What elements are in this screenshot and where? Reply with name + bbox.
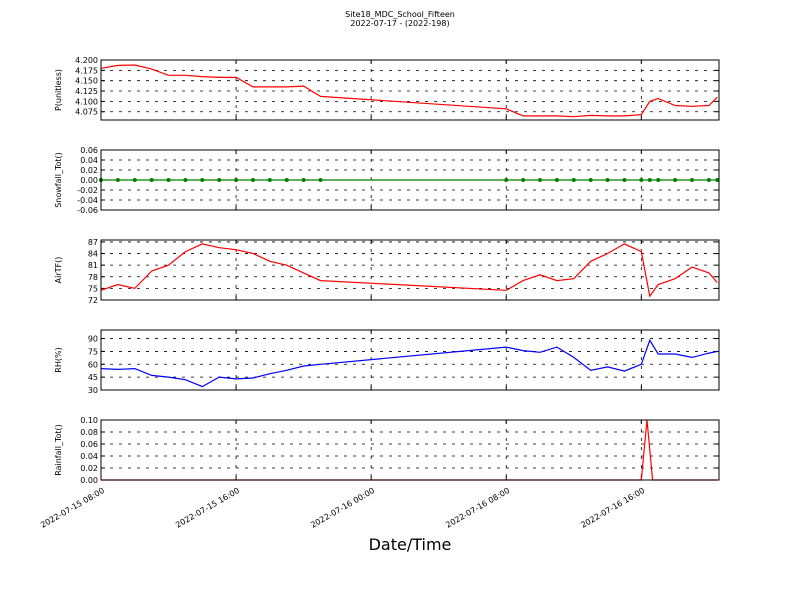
- data-point: [183, 178, 188, 182]
- data-point: [250, 178, 255, 182]
- y-axis-label: Snowfall_Tot(): [54, 152, 63, 208]
- data-point: [639, 178, 644, 182]
- y-tick-label: 0.00: [80, 476, 98, 485]
- x-tick-label: 2022-07-15 16:00: [174, 486, 241, 530]
- y-tick-label: 45: [88, 373, 98, 382]
- data-point: [656, 178, 661, 182]
- plot-frame: [100, 149, 720, 211]
- data-point: [706, 178, 711, 182]
- y-tick-label: 4.200: [75, 56, 98, 65]
- y-tick-label: 87: [88, 238, 98, 247]
- data-point: [200, 178, 205, 182]
- y-tick-label: 0.00: [80, 176, 98, 185]
- data-point: [301, 178, 306, 182]
- data-point: [554, 178, 559, 182]
- chart-title: Site18_MDC_School_Fifteen: [345, 10, 455, 19]
- y-tick-label: 84: [88, 250, 98, 259]
- y-axis-label: AirTF(): [54, 257, 63, 284]
- data-line: [100, 64, 718, 118]
- plot-frame: [100, 419, 720, 481]
- y-tick-label: 0.04: [80, 452, 98, 461]
- y-tick-label: 72: [88, 296, 98, 305]
- data-point: [166, 178, 171, 182]
- data-line: [101, 419, 718, 481]
- y-tick-label: 4.125: [75, 87, 98, 96]
- x-axis-label: Date/Time: [369, 535, 452, 554]
- y-tick-label: 81: [88, 261, 98, 270]
- data-point: [588, 178, 593, 182]
- chart-subtitle: 2022-07-17 - (2022-198): [350, 19, 449, 28]
- data-point: [284, 178, 289, 182]
- data-point: [622, 178, 627, 182]
- y-tick-label: 75: [88, 347, 98, 356]
- y-tick-label: 0.10: [80, 416, 98, 425]
- data-point: [647, 178, 652, 182]
- y-tick-label: 30: [88, 386, 98, 395]
- data-point: [715, 178, 720, 182]
- data-point: [217, 178, 222, 182]
- y-tick-label: 90: [88, 335, 98, 344]
- y-tick-label: 78: [88, 273, 98, 282]
- data-point: [149, 178, 154, 182]
- data-point: [689, 178, 694, 182]
- y-axis-label: P(unitless): [54, 69, 63, 111]
- y-tick-label: 4.175: [75, 66, 98, 75]
- data-point: [267, 178, 272, 182]
- data-point: [673, 178, 678, 182]
- y-tick-label: 0.06: [80, 440, 98, 449]
- y-tick-label: 0.08: [80, 428, 98, 437]
- data-point: [132, 178, 137, 182]
- data-point: [318, 178, 323, 182]
- y-tick-label: 75: [88, 284, 98, 293]
- plot-frame: [100, 329, 720, 391]
- x-tick-label: 2022-07-16 08:00: [444, 486, 511, 530]
- data-line: [100, 243, 718, 298]
- y-tick-label: -0.06: [77, 206, 98, 215]
- y-tick-label: 4.075: [75, 108, 98, 117]
- plot-frame: [100, 59, 720, 121]
- y-tick-label: -0.04: [77, 196, 98, 205]
- y-tick-label: 0.02: [80, 166, 98, 175]
- x-tick-label: 2022-07-16 00:00: [309, 486, 376, 530]
- data-line: [100, 338, 718, 388]
- x-tick-label: 2022-07-15 08:00: [39, 486, 106, 530]
- y-tick-label: 4.150: [75, 77, 98, 86]
- data-point: [504, 178, 509, 182]
- data-point: [521, 178, 526, 182]
- plot-frame: [100, 239, 720, 301]
- data-point: [605, 178, 610, 182]
- x-tick-label: 2022-07-16 16:00: [579, 486, 646, 530]
- data-point: [538, 178, 543, 182]
- y-tick-label: 60: [88, 360, 98, 369]
- y-tick-label: 0.02: [80, 464, 98, 473]
- y-tick-label: 0.06: [80, 146, 98, 155]
- y-tick-label: 4.100: [75, 97, 98, 106]
- data-point: [234, 178, 239, 182]
- y-axis-label: Rainfall_Tot(): [54, 424, 63, 476]
- y-axis-label: RH(%): [54, 347, 63, 372]
- y-tick-label: -0.02: [77, 186, 98, 195]
- y-tick-label: 0.04: [80, 156, 98, 165]
- data-point: [115, 178, 120, 182]
- data-point: [571, 178, 576, 182]
